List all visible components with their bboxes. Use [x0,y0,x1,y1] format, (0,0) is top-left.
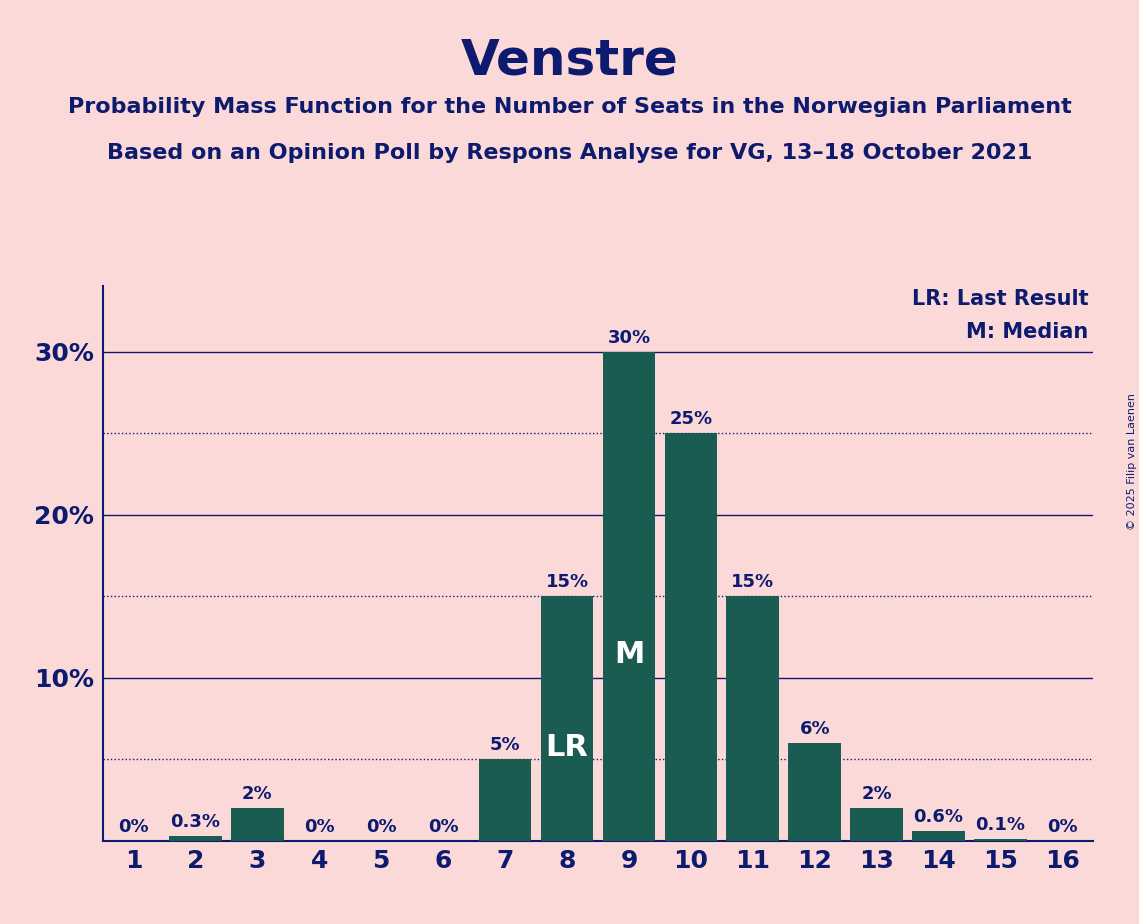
Bar [231,808,284,841]
Bar [851,808,903,841]
Text: LR: Last Result: LR: Last Result [912,289,1089,310]
Text: 15%: 15% [546,574,589,591]
Bar [603,352,655,841]
Text: © 2025 Filip van Laenen: © 2025 Filip van Laenen [1126,394,1137,530]
Text: Venstre: Venstre [460,37,679,85]
Text: 2%: 2% [861,785,892,803]
Text: 0%: 0% [428,818,459,836]
Text: 25%: 25% [670,410,712,429]
Bar [912,831,965,841]
Text: 0%: 0% [304,818,335,836]
Bar [788,743,841,841]
Text: 0.1%: 0.1% [975,816,1025,834]
Text: Probability Mass Function for the Number of Seats in the Norwegian Parliament: Probability Mass Function for the Number… [67,97,1072,117]
Bar [664,433,718,841]
Bar [478,760,532,841]
Text: 15%: 15% [731,574,775,591]
Text: 6%: 6% [800,720,830,738]
Bar [169,836,222,841]
Text: 0%: 0% [366,818,396,836]
Bar [974,839,1027,841]
Text: LR: LR [546,734,589,762]
Text: 5%: 5% [490,736,521,754]
Text: M: Median: M: Median [966,322,1089,343]
Text: 30%: 30% [607,329,650,346]
Text: 2%: 2% [241,785,272,803]
Bar [541,596,593,841]
Text: 0%: 0% [118,818,149,836]
Text: 0.6%: 0.6% [913,808,964,826]
Text: 0%: 0% [1047,818,1077,836]
Bar [727,596,779,841]
Text: 0.3%: 0.3% [171,813,221,831]
Text: M: M [614,640,645,670]
Text: Based on an Opinion Poll by Respons Analyse for VG, 13–18 October 2021: Based on an Opinion Poll by Respons Anal… [107,143,1032,164]
